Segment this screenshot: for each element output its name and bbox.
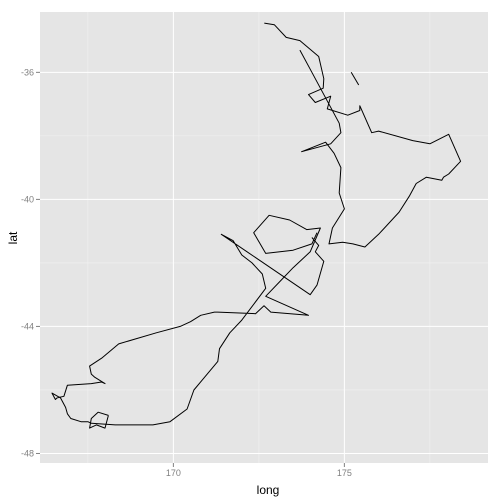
coastline-path-3 [51,214,325,426]
x-tick-label: 175 [337,468,352,478]
y-tick-label: -36 [21,67,34,77]
y-tick-label: -48 [21,448,34,458]
x-axis: 170 175 [166,463,352,478]
coastline-path-2 [350,72,360,86]
grid-major-lines [40,12,488,463]
coastline-path-4 [89,411,109,429]
y-axis: -48 -44 -40 -36 [21,67,40,458]
x-tick-label: 170 [166,468,181,478]
coastline-layer [51,22,462,429]
plot-panel [40,12,488,463]
x-axis-title: long [257,483,280,497]
y-tick-label: -40 [21,194,34,204]
coastline-path-1 [264,22,462,248]
y-tick-label: -44 [21,321,34,331]
y-axis-title: lat [6,231,20,244]
